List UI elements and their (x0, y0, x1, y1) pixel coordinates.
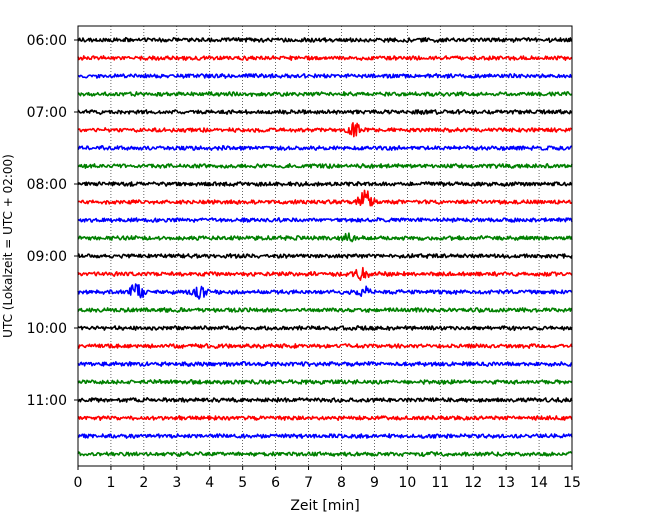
x-tick-label: 14 (530, 475, 548, 491)
trace-0615 (77, 55, 573, 62)
trace-0800 (77, 181, 573, 187)
x-tick-label: 5 (238, 475, 247, 491)
trace-1115 (77, 415, 573, 422)
x-axis-ticks: 0 1 2 3 4 5 6 7 8 9 10 11 12 13 14 15 (74, 466, 581, 491)
trace-0700 (77, 109, 573, 116)
seismic-traces (77, 36, 573, 458)
trace-1045 (77, 378, 573, 386)
trace-0645 (77, 91, 573, 98)
trace-0715 (77, 122, 573, 138)
x-tick-label: 13 (497, 475, 515, 491)
x-axis-label: Zeit [min] (290, 498, 359, 514)
trace-0815 (77, 189, 573, 207)
x-tick-label: 10 (398, 475, 416, 491)
x-tick-label: 8 (337, 475, 346, 491)
x-tick-label: 7 (304, 475, 313, 491)
y-tick-label: 06:00 (27, 33, 67, 49)
x-tick-label: 11 (431, 475, 449, 491)
trace-1130 (77, 433, 573, 439)
trace-1000 (77, 325, 573, 332)
x-tick-label: 12 (464, 475, 482, 491)
y-axis-ticks: 06:00 07:00 08:00 09:00 10:00 11:00 (27, 33, 78, 409)
trace-0845 (77, 232, 573, 243)
x-tick-label: 0 (74, 475, 83, 491)
trace-0900 (77, 253, 573, 259)
trace-0930 (77, 283, 573, 300)
trace-1145 (77, 451, 573, 458)
trace-0915 (77, 266, 573, 281)
plot-frame (77, 25, 573, 467)
trace-0745 (77, 162, 573, 170)
trace-0600 (77, 36, 573, 44)
y-tick-label: 08:00 (27, 177, 67, 193)
x-gridlines (110, 26, 540, 466)
x-tick-label: 2 (139, 475, 148, 491)
trace-1015 (77, 343, 573, 349)
trace-0945 (77, 307, 573, 313)
y-tick-label: 11:00 (27, 393, 67, 409)
x-tick-label: 4 (205, 475, 214, 491)
y-tick-label: 09:00 (27, 249, 67, 265)
x-tick-label: 3 (172, 475, 181, 491)
trace-1030 (77, 360, 573, 368)
x-tick-label: 9 (370, 475, 379, 491)
trace-0830 (77, 217, 573, 224)
y-axis-label: UTC (Lokalzeit = UTC + 02:00) (1, 154, 15, 338)
trace-0730 (77, 144, 573, 152)
x-tick-label: 6 (271, 475, 280, 491)
y-tick-label: 07:00 (27, 105, 67, 121)
y-tick-label: 10:00 (27, 321, 67, 337)
x-tick-label: 15 (563, 475, 581, 491)
x-tick-label: 1 (106, 475, 115, 491)
trace-0630 (77, 72, 573, 79)
trace-1100 (77, 396, 573, 403)
